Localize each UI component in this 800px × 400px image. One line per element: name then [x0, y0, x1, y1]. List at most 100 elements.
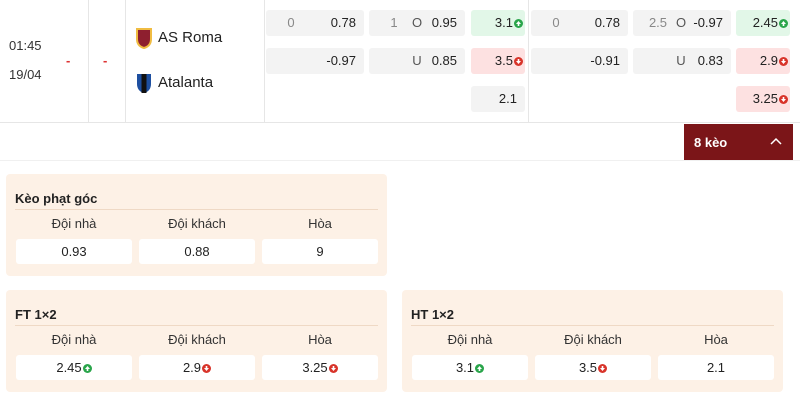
odds-side: O [411, 15, 423, 30]
odds-cell: -0.91 [531, 48, 628, 74]
odds-box: 2.9 [139, 355, 255, 380]
odds-cell: U 0.85 [369, 48, 465, 74]
score-away: - [103, 53, 108, 68]
odds-value: 0.88 [184, 244, 210, 259]
divider [0, 160, 800, 161]
odds-cell: 3.5 [471, 48, 525, 74]
odds-price: -0.97 [326, 53, 356, 68]
score-home: - [66, 53, 71, 68]
divider [125, 0, 126, 122]
odds-value: 2.9 [182, 360, 202, 375]
odds-price: 0.95 [431, 15, 457, 30]
away-logo [137, 74, 151, 93]
trend-icon [779, 57, 788, 66]
column-header: Đội nhà [51, 332, 97, 347]
odds-box: 2.1 [658, 355, 774, 380]
odds-value: 2.1 [706, 360, 726, 375]
odds-line: 0 [287, 15, 295, 30]
odds-cell: 0 0.78 [266, 10, 364, 36]
trend-icon [598, 364, 608, 373]
odds-box: 0.93 [16, 239, 132, 264]
odds-box: 9 [262, 239, 378, 264]
trend-icon [202, 364, 212, 373]
trend-icon [82, 364, 92, 373]
trend-icon [779, 19, 788, 28]
odds-price: 0.83 [697, 53, 723, 68]
column-header: Hòa [308, 332, 332, 347]
trend-icon [779, 95, 788, 104]
odds-price: 2.45 [752, 15, 778, 30]
panel-title: HT 1×2 [411, 307, 454, 322]
odds-price: 0.85 [431, 53, 457, 68]
trend-icon [514, 57, 523, 66]
more-label: 8 kèo [694, 135, 728, 150]
column-header: Đội khách [168, 332, 226, 347]
odds-price: 2.1 [498, 91, 517, 106]
odds-price: 2.9 [759, 53, 778, 68]
trend-icon [475, 364, 485, 373]
title-divider [411, 325, 774, 326]
odds-price: 0.78 [594, 15, 620, 30]
odds-cell: -0.97 [266, 48, 364, 74]
odds-box: 3.5 [535, 355, 651, 380]
odds-cell: 2.45 [736, 10, 790, 36]
odds-box: 0.88 [139, 239, 255, 264]
trend-icon [328, 364, 338, 373]
home-logo [136, 28, 152, 49]
odds-line: 2.5 [648, 15, 668, 30]
odds-price: 3.25 [752, 91, 778, 106]
odds-value: 3.25 [302, 360, 328, 375]
odds-value: 3.5 [578, 360, 598, 375]
home-team: AS Roma [158, 29, 223, 46]
odds-value: 3.1 [455, 360, 475, 375]
away-team: Atalanta [158, 74, 214, 91]
odds-price: 3.5 [494, 53, 513, 68]
title-divider [15, 325, 378, 326]
market-panel: FT 1×2 Đội nhà Đội khách Hòa 2.45 2.9 3.25 [6, 290, 387, 392]
odds-box: 3.25 [262, 355, 378, 380]
odds-value: 9 [316, 244, 324, 259]
column-header: Hòa [308, 216, 332, 231]
chevron [770, 137, 782, 145]
odds-price: -0.91 [590, 53, 620, 68]
column-header: Hòa [704, 332, 728, 347]
market-panel: Kèo phạt góc Đội nhà Đội khách Hòa 0.93 0.88 9 [6, 174, 387, 276]
odds-cell: 2.5 O -0.97 [633, 10, 731, 36]
column-header: Đội khách [168, 216, 226, 231]
odds-cell: 1 O 0.95 [369, 10, 465, 36]
odds-line: 1 [390, 15, 398, 30]
odds-value: 0.93 [61, 244, 87, 259]
odds-cell: 0 0.78 [531, 10, 628, 36]
divider [264, 0, 265, 122]
more-button[interactable]: 8 kèo [684, 124, 793, 160]
divider [528, 0, 529, 122]
odds-side: O [675, 15, 687, 30]
odds-box: 3.1 [412, 355, 528, 380]
match-date: 19/04 [9, 67, 42, 82]
odds-cell: 2.1 [471, 86, 525, 112]
odds-price: -0.97 [693, 15, 723, 30]
odds-cell: 2.9 [736, 48, 790, 74]
panel-title: FT 1×2 [15, 307, 57, 322]
odds-side: U [412, 53, 422, 68]
panel-title: Kèo phạt góc [15, 191, 98, 206]
trend-icon [514, 19, 523, 28]
odds-box: 2.45 [16, 355, 132, 380]
odds-price: 3.1 [494, 15, 513, 30]
market-panel: HT 1×2 Đội nhà Đội khách Hòa 3.1 3.5 2.1 [402, 290, 783, 392]
odds-line: 0 [552, 15, 560, 30]
odds-price: 0.78 [330, 15, 356, 30]
match-time: 01:45 [9, 38, 42, 53]
column-header: Đội nhà [447, 332, 493, 347]
odds-value: 2.45 [56, 360, 82, 375]
odds-side: U [676, 53, 686, 68]
divider [88, 0, 89, 122]
title-divider [15, 209, 378, 210]
odds-cell: 3.25 [736, 86, 790, 112]
odds-cell: 3.1 [471, 10, 525, 36]
odds-cell: U 0.83 [633, 48, 731, 74]
column-header: Đội nhà [51, 216, 97, 231]
column-header: Đội khách [564, 332, 622, 347]
divider [0, 122, 800, 123]
